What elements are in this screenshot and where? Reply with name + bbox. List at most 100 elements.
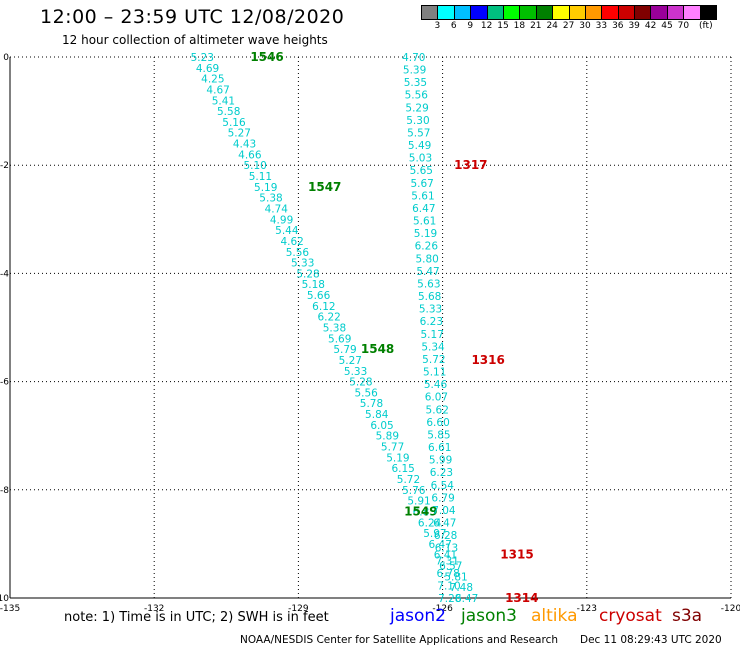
swh-value-jason3: 5.79	[333, 344, 356, 356]
swh-value-cryosat: 5.17	[421, 329, 444, 341]
swh-value-cryosat: 5.57	[407, 127, 430, 139]
footer-note: note: 1) Time is in UTC; 2) SWH is in fe…	[64, 610, 329, 625]
swh-value-jason3: 5.10	[243, 160, 266, 172]
swh-value-cryosat: 5.34	[421, 341, 445, 353]
y-tick-label: -8	[0, 486, 9, 496]
swh-value-cryosat: 5.80	[415, 253, 438, 265]
swh-value-jason3: 5.89	[376, 431, 399, 443]
time-label-cryosat: 1316	[471, 353, 504, 367]
swh-value-jason3: 5.16	[222, 117, 246, 129]
swh-value-jason3: 5.28	[296, 268, 319, 280]
color-scale-label: 24	[546, 21, 558, 31]
color-scale-label: 18	[513, 21, 526, 31]
chart-title: 12:00 – 23:59 UTC 12/08/2020	[40, 6, 345, 28]
swh-value-cryosat: 6.23	[430, 467, 453, 479]
swh-value-cryosat: 6.47	[433, 518, 456, 530]
swh-value-cryosat: 6.13	[435, 543, 458, 555]
legend-cryosat: cryosat	[599, 606, 662, 626]
swh-value-jason3: 5.69	[328, 333, 351, 345]
swh-value-jason3: 5.44	[275, 225, 299, 237]
swh-value-jason3: 5.27	[339, 355, 362, 367]
swh-value-jason3: 5.27	[228, 128, 251, 140]
swh-value-jason3: 5.38	[259, 193, 282, 205]
color-scale-label: 36	[612, 21, 624, 31]
swh-value-jason3: 5.28	[349, 377, 372, 389]
swh-value-jason3: 7.48	[450, 582, 473, 594]
swh-value-cryosat: 5.30	[406, 115, 429, 127]
time-label-jason3: 1547	[308, 180, 341, 194]
swh-value-jason3: 5.33	[291, 258, 314, 270]
swh-value-jason3: 5.38	[323, 323, 346, 335]
swh-value-jason3: 5.41	[212, 95, 235, 107]
swh-value-cryosat: 5.49	[408, 140, 431, 152]
color-swatch-17	[699, 5, 718, 20]
swh-value-cryosat: 7.31	[436, 555, 459, 567]
legend-jason3: jason3	[461, 606, 517, 626]
swh-value-cryosat: 5.39	[403, 65, 426, 77]
swh-value-jason3: 6.85	[413, 506, 436, 518]
swh-value-jason3: 4.25	[201, 74, 224, 86]
swh-value-cryosat: 6.78	[436, 568, 459, 580]
legend-altika: altika	[531, 606, 578, 626]
swh-value-cryosat: 5.67	[410, 178, 433, 190]
y-tick-label: -6	[0, 378, 9, 388]
swh-value-jason3: 5.11	[249, 171, 272, 183]
color-scale-label: 39	[628, 21, 640, 31]
swh-value-cryosat: 5.47	[416, 266, 439, 278]
swh-value-cryosat: 7.10	[437, 580, 460, 592]
color-scale-label: 30	[579, 21, 591, 31]
swh-value-jason3: 5.81	[444, 571, 467, 583]
swh-value-jason3: 5.56	[354, 387, 378, 399]
swh-value-jason3: 5.76	[402, 485, 426, 497]
swh-value-cryosat: 7.28	[438, 593, 461, 605]
swh-value-cryosat: 5.35	[404, 77, 427, 89]
swh-value-cryosat: 6.79	[431, 492, 454, 504]
swh-value-cryosat: 5.68	[418, 291, 441, 303]
time-label-cryosat: 1315	[500, 548, 533, 562]
swh-value-jason3: 6.41	[434, 550, 457, 562]
x-tick-label: -132	[144, 604, 164, 614]
color-scale-label: 42	[644, 21, 657, 31]
legend-s3a: s3a	[672, 606, 703, 626]
color-scale-label: 21	[530, 21, 542, 31]
chart-subtitle: 12 hour collection of altimeter wave hei…	[62, 33, 328, 47]
time-label-jason3: 1549	[404, 504, 437, 518]
swh-value-jason3: 6.24	[418, 517, 442, 529]
swh-value-cryosat: 6.23	[420, 316, 443, 328]
swh-value-cryosat: 5.61	[413, 216, 436, 228]
x-tick-label: -126	[432, 604, 453, 614]
swh-value-cryosat: 6.60	[426, 417, 449, 429]
time-label-jason3: 1548	[361, 342, 394, 356]
swh-value-cryosat: 5.63	[417, 278, 440, 290]
swh-value-jason3: 4.99	[270, 214, 293, 226]
swh-value-jason3: 5.58	[217, 106, 240, 118]
swh-value-jason3: 6.12	[312, 301, 335, 313]
y-tick-label: -2	[0, 161, 9, 171]
swh-value-cryosat: 5.56	[405, 90, 429, 102]
color-scale-labels: 3 6 9 12 15 18 21 24 27 30 33 36 39 42 45 70 (ft)	[421, 21, 731, 33]
swh-value-jason3: 5.97	[423, 528, 446, 540]
x-tick-label: -129	[288, 604, 309, 614]
swh-value-jason3: 5.77	[381, 442, 404, 454]
swh-value-jason3: 5.33	[344, 366, 367, 378]
x-tick-label: -135	[0, 604, 20, 614]
swh-value-jason3: 4.74	[265, 203, 289, 215]
swh-value-cryosat: 4.70	[402, 52, 425, 64]
swh-value-jason3: 5.19	[386, 452, 409, 464]
swh-value-cryosat: 5.46	[424, 379, 448, 391]
swh-value-cryosat: 5.62	[426, 404, 449, 416]
color-scale-label: 70	[677, 21, 690, 31]
swh-value-jason3: 4.69	[196, 63, 219, 75]
swh-value-jason3: 6.05	[370, 420, 393, 432]
swh-value-jason3: 4.67	[206, 84, 229, 96]
swh-value-cryosat: 6.28	[434, 530, 457, 542]
y-tick-label: -10	[0, 594, 9, 604]
swh-value-jason3: 6.47	[455, 593, 478, 605]
y-tick-label: 0	[3, 53, 9, 63]
swh-value-cryosat: 6.47	[412, 203, 435, 215]
swh-value-jason3: 5.84	[365, 409, 389, 421]
swh-value-cryosat: 5.72	[422, 354, 445, 366]
swh-value-jason3: 5.72	[397, 474, 420, 486]
swh-value-jason3: 5.78	[360, 398, 383, 410]
